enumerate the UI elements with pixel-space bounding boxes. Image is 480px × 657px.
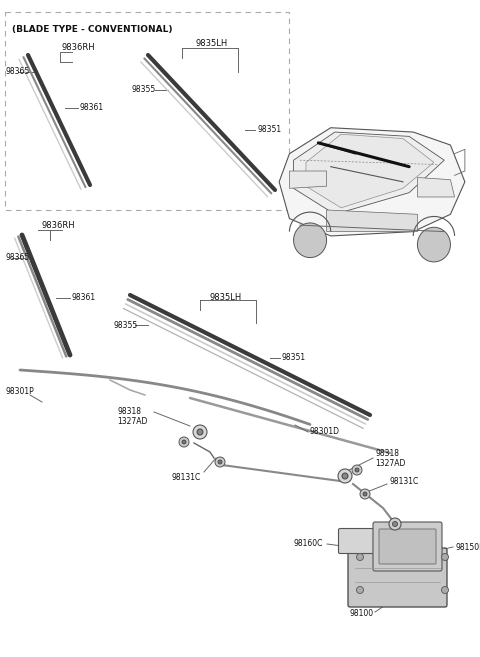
Circle shape <box>338 469 352 483</box>
Text: 98131C: 98131C <box>389 476 418 486</box>
Text: 1327AD: 1327AD <box>117 417 147 426</box>
Polygon shape <box>279 127 465 236</box>
Text: 98200: 98200 <box>340 535 364 543</box>
FancyBboxPatch shape <box>338 528 394 553</box>
Text: 98355: 98355 <box>132 85 156 95</box>
Text: 98361: 98361 <box>72 294 96 302</box>
Polygon shape <box>294 132 444 214</box>
Text: 9836RH: 9836RH <box>42 221 76 229</box>
Text: 9835LH: 9835LH <box>195 39 227 47</box>
Circle shape <box>442 587 448 593</box>
Text: 98160C: 98160C <box>293 539 323 549</box>
Circle shape <box>352 465 362 475</box>
Text: 98351: 98351 <box>282 353 306 363</box>
Text: 98100: 98100 <box>350 610 374 618</box>
Polygon shape <box>306 134 434 208</box>
Polygon shape <box>326 210 418 232</box>
Circle shape <box>218 460 222 464</box>
Text: 98131C: 98131C <box>172 474 201 482</box>
Circle shape <box>197 429 203 435</box>
Circle shape <box>418 227 450 262</box>
FancyBboxPatch shape <box>373 522 442 571</box>
Text: 98361: 98361 <box>79 104 103 112</box>
Text: 98318: 98318 <box>375 449 399 459</box>
Text: 98351: 98351 <box>257 125 281 135</box>
Circle shape <box>363 492 367 496</box>
Circle shape <box>360 489 370 499</box>
Text: 98355: 98355 <box>114 321 138 330</box>
Circle shape <box>355 468 359 472</box>
FancyBboxPatch shape <box>348 548 447 607</box>
Text: 9835LH: 9835LH <box>210 292 242 302</box>
Text: 98301P: 98301P <box>5 388 34 397</box>
Polygon shape <box>418 177 455 197</box>
Circle shape <box>193 425 207 439</box>
Circle shape <box>342 473 348 479</box>
Text: 98301D: 98301D <box>310 428 340 436</box>
Bar <box>5 12 289 210</box>
Circle shape <box>357 553 363 560</box>
Text: 1327AD: 1327AD <box>375 459 406 468</box>
Circle shape <box>294 223 326 258</box>
Circle shape <box>389 518 401 530</box>
Circle shape <box>182 440 186 444</box>
FancyBboxPatch shape <box>379 529 436 564</box>
Text: 98365: 98365 <box>5 254 29 263</box>
Text: 98150P: 98150P <box>455 543 480 551</box>
Text: (BLADE TYPE - CONVENTIONAL): (BLADE TYPE - CONVENTIONAL) <box>12 25 172 34</box>
Circle shape <box>442 553 448 560</box>
Circle shape <box>179 437 189 447</box>
Text: 98318: 98318 <box>117 407 141 417</box>
Text: 98365: 98365 <box>5 68 29 76</box>
Text: 9836RH: 9836RH <box>62 43 96 53</box>
Circle shape <box>357 587 363 593</box>
Circle shape <box>393 522 397 526</box>
Polygon shape <box>289 171 326 189</box>
Circle shape <box>215 457 225 467</box>
